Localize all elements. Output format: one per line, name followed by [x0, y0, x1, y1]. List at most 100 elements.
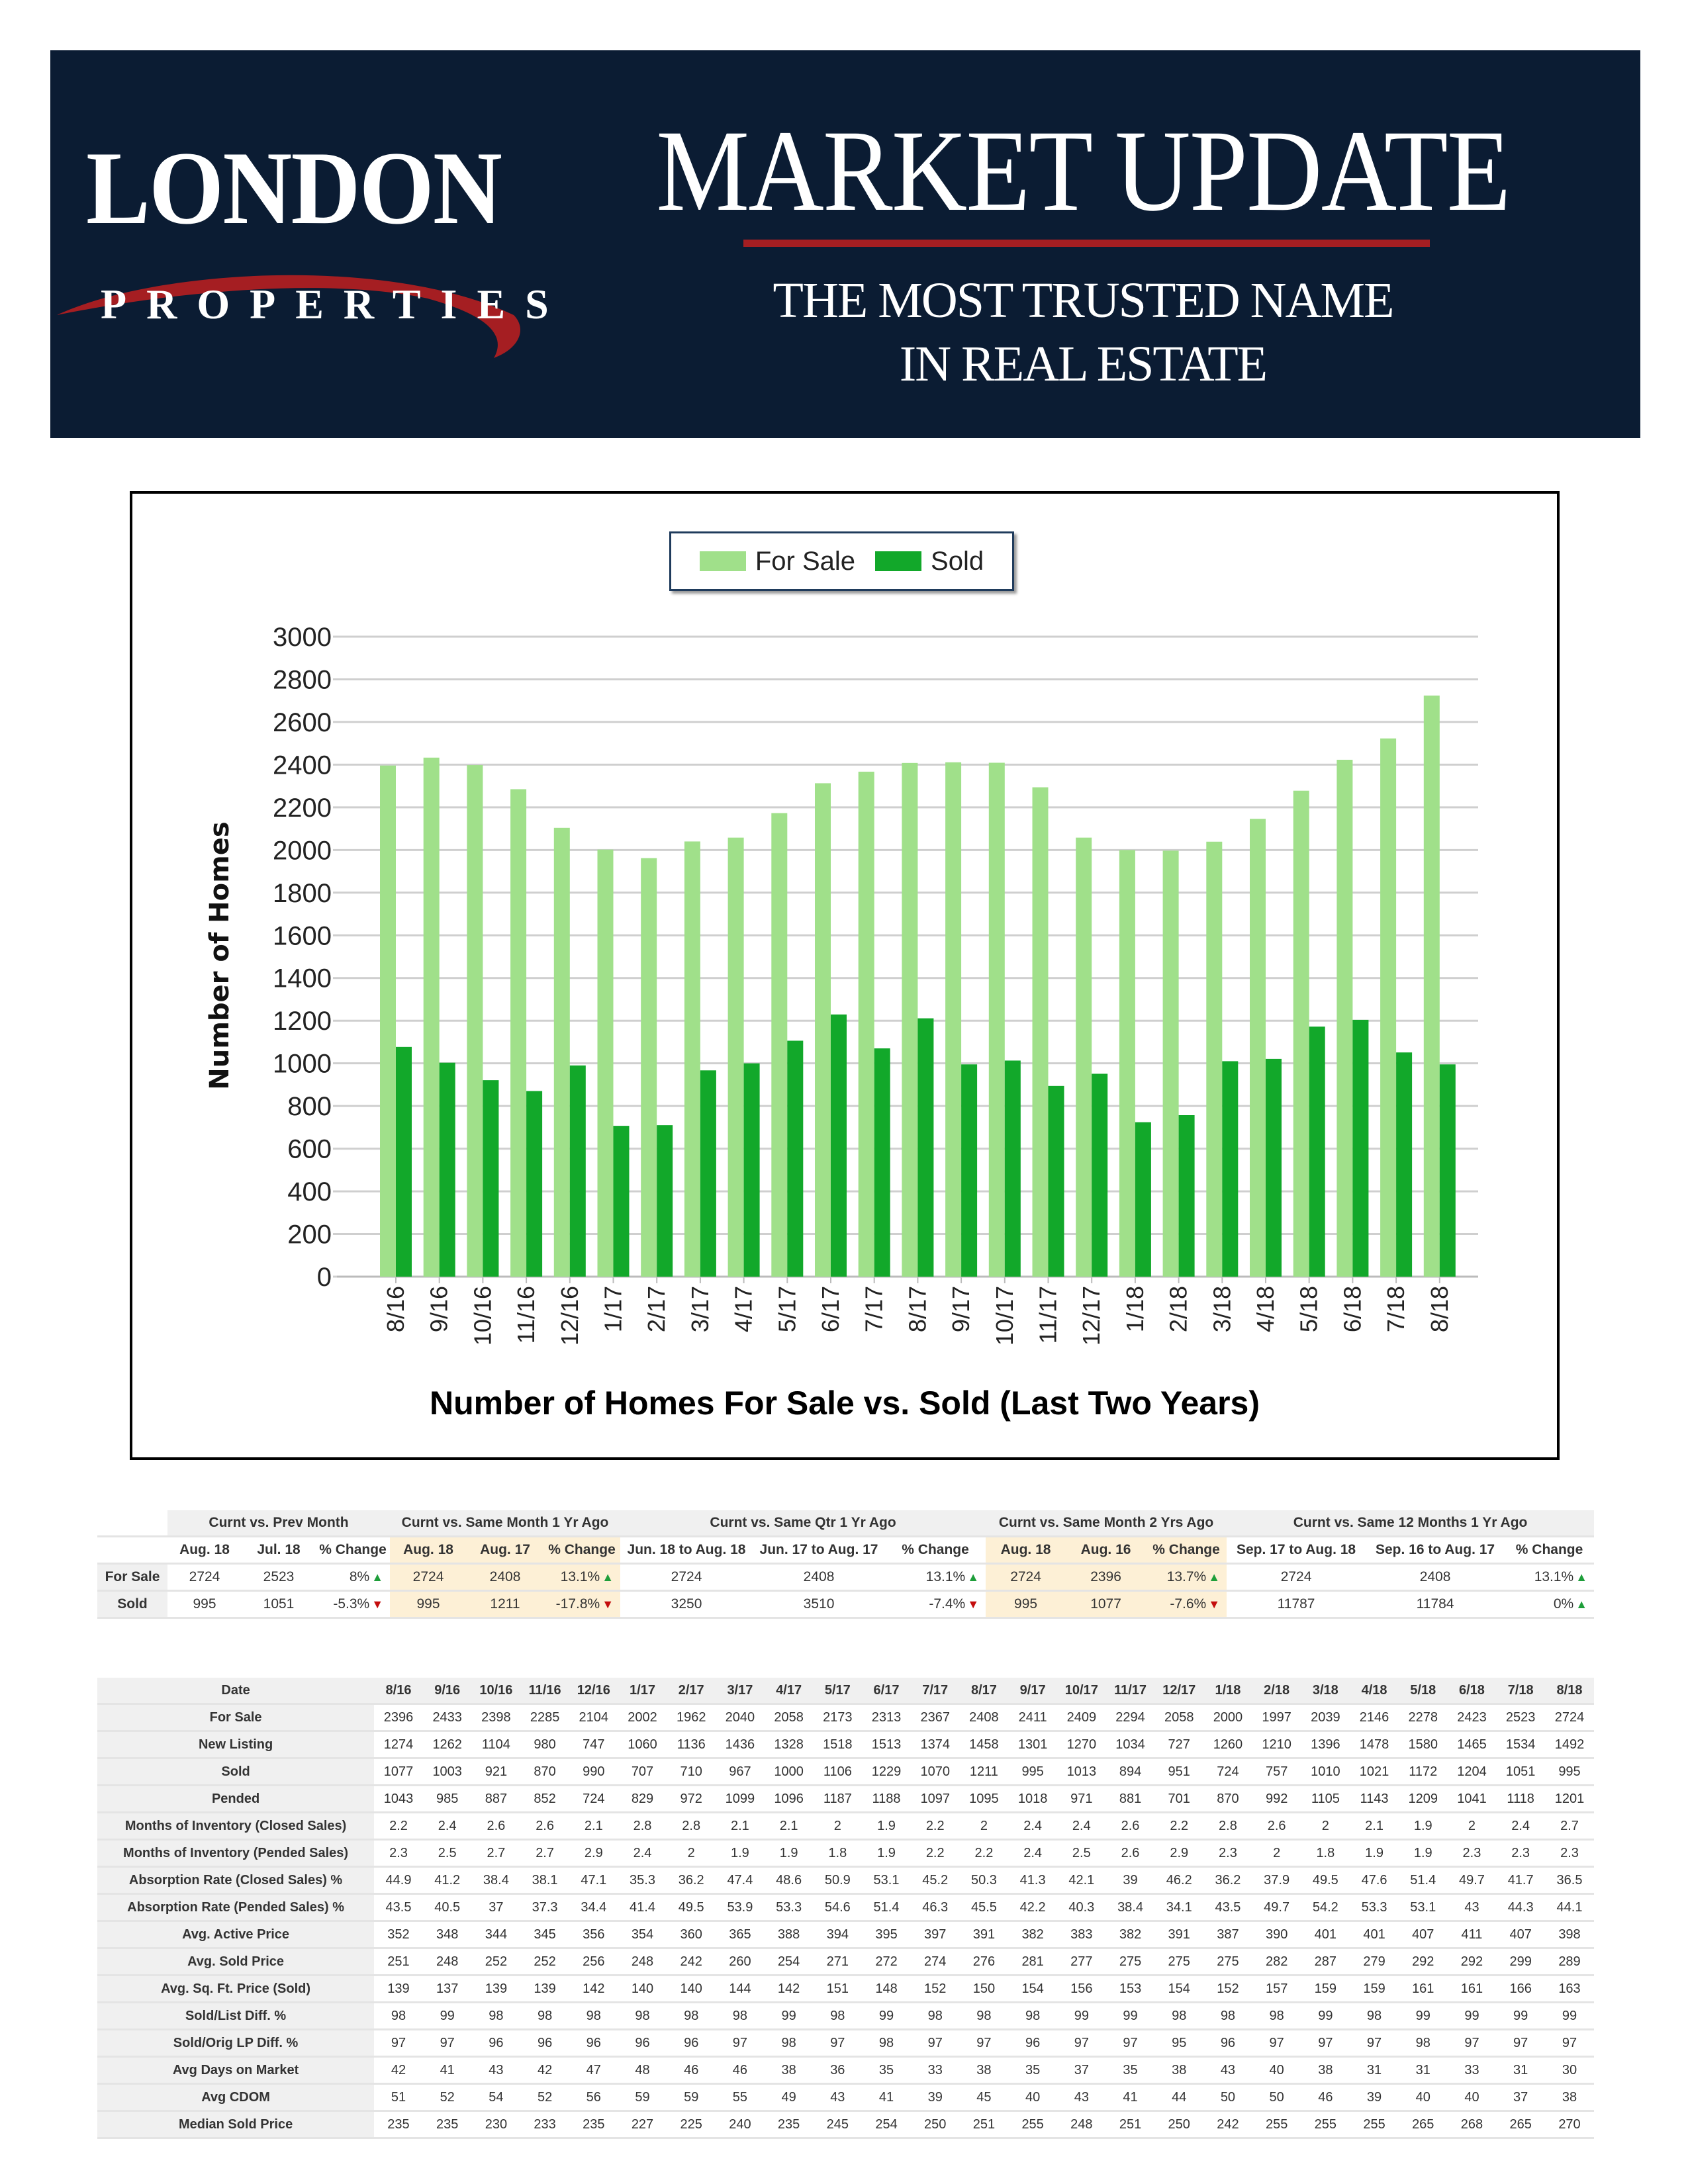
history-value-cell: 152	[1203, 1975, 1252, 2003]
history-value-cell: 254	[862, 2111, 911, 2139]
history-row: Avg. Sold Price 251 248 252 252 256 248 242 260 2…	[97, 1948, 1594, 1976]
history-value-cell: 99	[422, 2002, 472, 2030]
comparison-row: For Sale 2724 2523 8% ▲ 2724 2408 13.1% ▲ 2724 240…	[97, 1563, 1595, 1592]
history-date-header: 4/18	[1350, 1678, 1399, 1705]
history-date-header: 2/17	[667, 1678, 716, 1705]
history-value-cell: 2.3	[1203, 1839, 1252, 1868]
history-value-cell: 230	[471, 2111, 521, 2139]
legend-item-sold: Sold	[875, 547, 984, 576]
history-value-cell: 52	[422, 2083, 472, 2112]
comparison-pct-cell: 13.1% ▲	[543, 1563, 621, 1592]
history-value-cell: 2.1	[569, 1812, 618, 1841]
history-value-cell: 38.1	[520, 1866, 569, 1895]
history-value-cell: 407	[1398, 1921, 1448, 1949]
history-value-cell: 53.1	[862, 1866, 911, 1895]
history-value-cell: 1458	[959, 1731, 1009, 1759]
comparison-group-header-row: Curnt vs. Prev Month Curnt vs. Same Month…	[97, 1510, 1595, 1537]
history-row-label: Sold	[97, 1758, 375, 1786]
comparison-column-header: % Change	[885, 1536, 986, 1565]
history-value-cell: 98	[1008, 2002, 1057, 2030]
history-value-cell: 365	[716, 1921, 765, 1949]
history-date-header: 12/17	[1154, 1678, 1204, 1705]
page-header-banner: LONDON PROPERTIES MARKET UPDATE THE MOST…	[50, 50, 1640, 438]
y-tick-label: 0	[317, 1263, 332, 1292]
history-value-cell: 98	[520, 2002, 569, 2030]
history-header-label: Date	[97, 1678, 375, 1705]
history-value-cell: 275	[1154, 1948, 1204, 1976]
history-value-cell: 41.7	[1496, 1866, 1546, 1895]
x-tick-label: 2/17	[643, 1286, 670, 1332]
history-value-cell: 1104	[471, 1731, 521, 1759]
history-value-cell: 98	[667, 2002, 716, 2030]
corner-cell	[97, 1536, 167, 1565]
history-value-cell: 99	[1447, 2002, 1497, 2030]
history-value-cell: 98	[813, 2002, 863, 2030]
history-value-cell: 1513	[862, 1731, 911, 1759]
history-value-cell: 275	[1203, 1948, 1252, 1976]
history-value-cell: 44	[1154, 2083, 1204, 2112]
y-tick-label: 1200	[273, 1007, 332, 1036]
history-value-cell: 967	[716, 1758, 765, 1786]
history-value-cell: 31	[1496, 2056, 1546, 2085]
history-value-cell: 1962	[667, 1704, 716, 1732]
history-value-cell: 1.9	[862, 1812, 911, 1841]
history-value-cell: 1.9	[716, 1839, 765, 1868]
history-row: Avg Days on Market 42 41 43 42 47 48 46 46 38 36 35…	[97, 2056, 1594, 2085]
history-value-cell: 2285	[520, 1704, 569, 1732]
history-value-cell: 2	[1447, 1812, 1497, 1841]
history-value-cell: 1.8	[813, 1839, 863, 1868]
history-value-cell: 990	[569, 1758, 618, 1786]
history-value-cell: 44.3	[1496, 1893, 1546, 1922]
history-date-header: 5/18	[1398, 1678, 1448, 1705]
history-value-cell: 225	[667, 2111, 716, 2139]
x-tick-label: 4/17	[730, 1286, 757, 1332]
history-value-cell: 1209	[1398, 1785, 1448, 1813]
history-value-cell: 2058	[1154, 1704, 1204, 1732]
history-value-cell: 99	[862, 2002, 911, 2030]
history-value-cell: 276	[959, 1948, 1009, 1976]
history-value-cell: 1070	[910, 1758, 960, 1786]
x-tick-label: 9/17	[947, 1286, 974, 1332]
history-value-cell: 345	[520, 1921, 569, 1949]
bar-sold	[831, 1014, 847, 1277]
history-value-cell: 51.4	[1398, 1866, 1448, 1895]
x-tick-label: 2/18	[1165, 1286, 1192, 1332]
history-value-cell: 95	[1154, 2029, 1204, 2058]
logo-swoosh-icon	[57, 275, 520, 358]
history-value-cell: 97	[813, 2029, 863, 2058]
history-value-cell: 2.2	[910, 1839, 960, 1868]
history-value-cell: 1099	[716, 1785, 765, 1813]
history-value-cell: 1274	[374, 1731, 423, 1759]
history-value-cell: 254	[764, 1948, 814, 1976]
history-value-cell: 1210	[1252, 1731, 1301, 1759]
history-date-header: 8/17	[959, 1678, 1009, 1705]
history-value-cell: 2.6	[1252, 1812, 1301, 1841]
x-tick-label: 3/17	[686, 1286, 714, 1332]
history-value-cell: 265	[1496, 2111, 1546, 2139]
x-tick-label: 6/17	[817, 1286, 844, 1332]
history-value-cell: 2.1	[1350, 1812, 1399, 1841]
history-value-cell: 47.6	[1350, 1866, 1399, 1895]
history-value-cell: 1204	[1447, 1758, 1497, 1786]
history-value-cell: 54	[471, 2083, 521, 2112]
pct-change-value: -5.3%	[333, 1596, 370, 1612]
history-value-cell: 1034	[1105, 1731, 1155, 1759]
x-tick-label: 5/18	[1295, 1286, 1323, 1332]
history-value-cell: 2.4	[422, 1812, 472, 1841]
history-value-cell: 56	[569, 2083, 618, 2112]
history-value-cell: 394	[813, 1921, 863, 1949]
history-value-cell: 2.7	[1545, 1812, 1594, 1841]
history-row: Avg. Sq. Ft. Price (Sold) 139 137 139 139 142…	[97, 1975, 1594, 2003]
history-value-cell: 35	[1008, 2056, 1057, 2085]
history-row-label: For Sale	[97, 1704, 375, 1732]
bar-for-sale	[684, 841, 700, 1277]
history-date-header: 8/16	[374, 1678, 423, 1705]
history-date-header: 9/16	[422, 1678, 472, 1705]
history-value-cell: 46.2	[1154, 1866, 1204, 1895]
history-value-cell: 2367	[910, 1704, 960, 1732]
history-value-cell: 2.7	[471, 1839, 521, 1868]
history-value-cell: 166	[1496, 1975, 1546, 2003]
history-value-cell: 99	[764, 2002, 814, 2030]
history-value-cell: 242	[1203, 2111, 1252, 2139]
history-value-cell: 1118	[1496, 1785, 1546, 1813]
